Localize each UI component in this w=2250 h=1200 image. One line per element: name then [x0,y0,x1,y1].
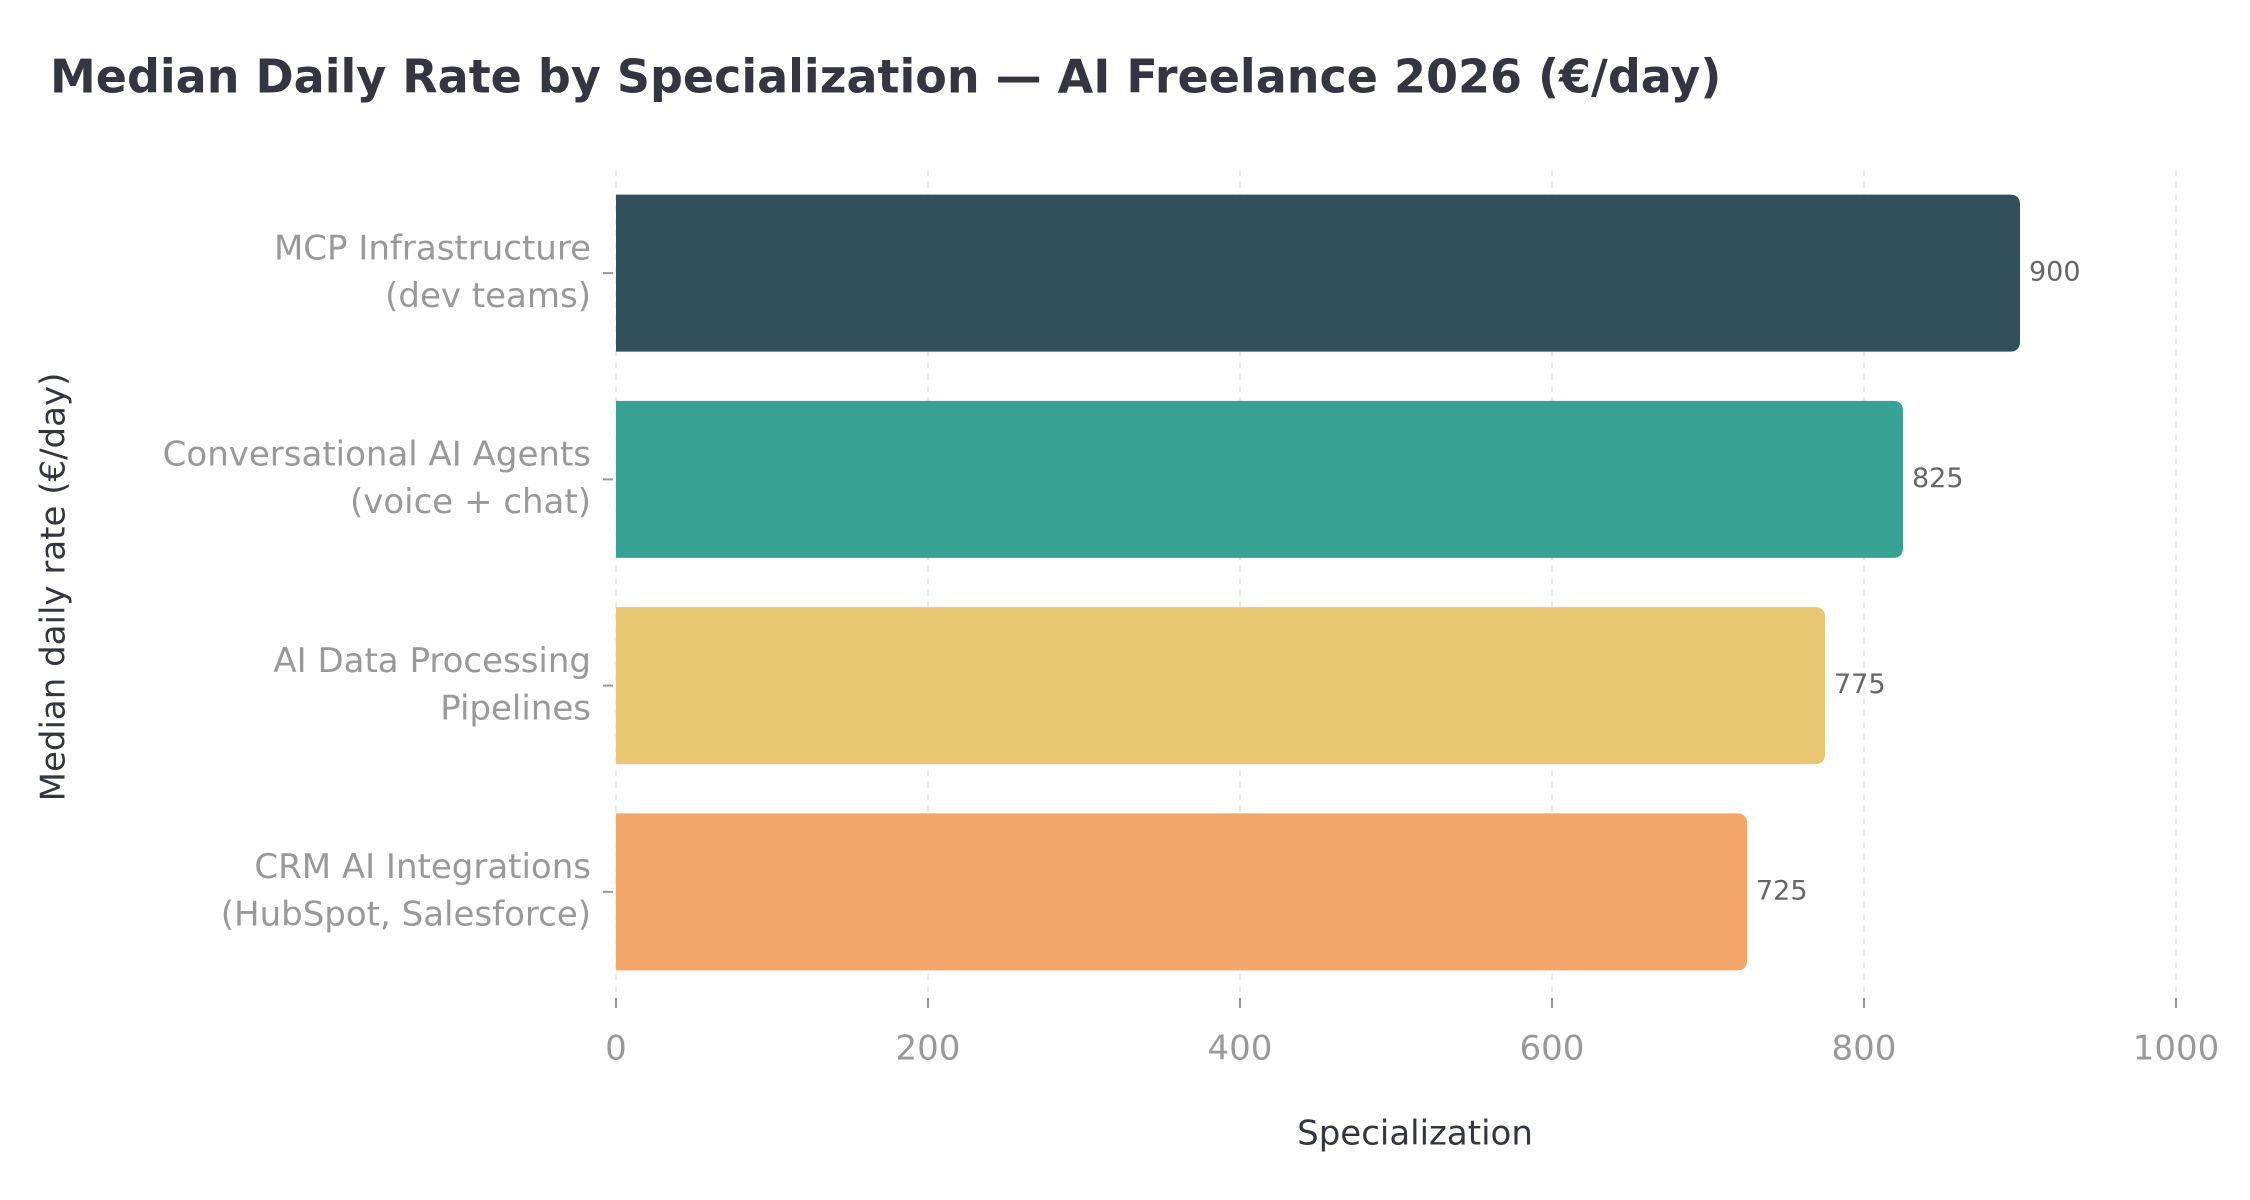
bar [616,400,1903,558]
x-tick-label: 200 [896,1029,961,1069]
bar [616,813,1747,971]
y-tick-label: Conversational AI Agents (voice + chat) [163,434,591,522]
x-tick-label: 800 [1832,1029,1897,1069]
value-label: 825 [1912,463,1964,494]
x-tick-label: 400 [1208,1029,1273,1069]
value-label: 900 [2029,257,2081,288]
x-tick-label: 1000 [2133,1029,2220,1069]
value-label: 725 [1756,875,1808,906]
x-tick-label: 0 [605,1029,627,1069]
y-tick-label: MCP Infrastructure (dev teams) [274,228,591,316]
y-tick-label: CRM AI Integrations (HubSpot, Salesforce) [221,847,591,935]
chart-title: Median Daily Rate by Specialization — AI… [50,50,1721,104]
x-axis-label: Specialization [1297,1114,1533,1154]
bar [616,607,1825,765]
y-tick-label: AI Data Processing Pipelines [273,640,591,728]
bar [616,194,2020,352]
y-axis-label: Median daily rate (€/day) [34,373,74,802]
x-tick-label: 600 [1520,1029,1585,1069]
value-label: 775 [1834,669,1886,700]
